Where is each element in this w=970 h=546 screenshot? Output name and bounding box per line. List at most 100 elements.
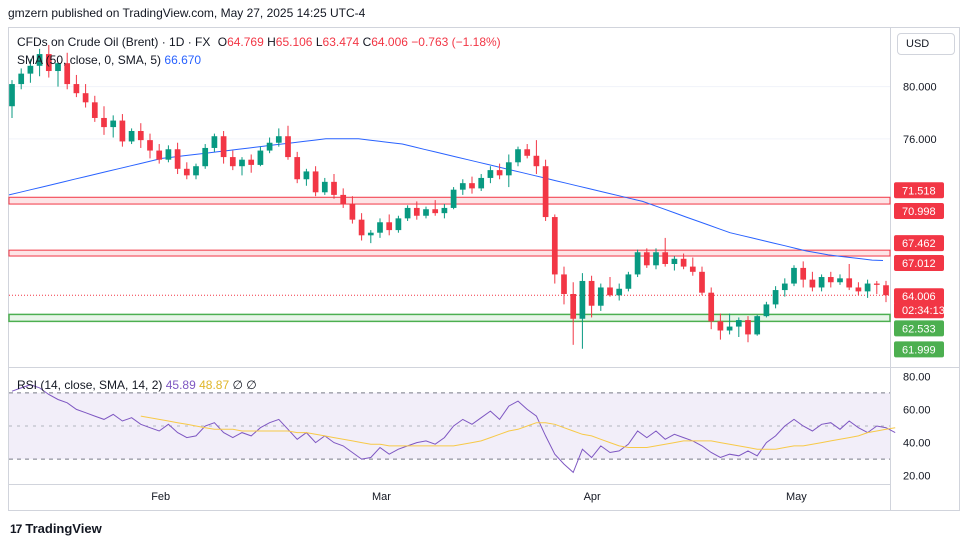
price-label-box (894, 182, 944, 199)
candle-body (781, 283, 788, 291)
candle-body (671, 258, 678, 264)
candle-body (349, 204, 356, 220)
candle-body (9, 84, 15, 107)
candle-body (837, 278, 843, 283)
candle-body (82, 93, 89, 103)
candle-body (27, 65, 34, 74)
high-value: 65.106 (275, 35, 313, 49)
rsi-tick-label: 60.00 (903, 404, 931, 416)
candle-body (45, 54, 52, 72)
tradingview-footer[interactable]: 17 TradingView (10, 521, 102, 536)
price-label-box (894, 341, 944, 358)
candle-body (616, 288, 623, 296)
price-label-box (894, 302, 944, 319)
candle-body (386, 222, 393, 231)
currency-button[interactable]: USD (897, 33, 955, 55)
rsi-tick-label: 80.00 (903, 371, 931, 383)
ohlc-legend: CFDs on Crude Oil (Brent) · 1D · FX O64.… (17, 35, 501, 49)
candle-body (708, 292, 715, 322)
price-label-box (894, 255, 944, 272)
time-tick-label: Mar (372, 491, 391, 503)
open-label: O (217, 35, 228, 49)
low-value: 63.474 (322, 35, 360, 49)
candle-body (570, 293, 577, 319)
candle-body (110, 120, 117, 128)
sma-50-line (8, 138, 884, 261)
candle-body (551, 217, 558, 275)
candle-body (321, 181, 328, 193)
candle-body (193, 166, 199, 176)
candle-body (625, 274, 632, 289)
candle-body (239, 159, 245, 167)
price-label-box (894, 203, 944, 220)
sma-legend[interactable]: SMA (50, close, 0, SMA, 5) 66.670 (17, 53, 201, 67)
candle-body (257, 150, 264, 165)
chart-frame (8, 27, 960, 511)
resistance-zone (8, 249, 891, 257)
candle-body (165, 149, 172, 160)
candle-body (73, 84, 80, 94)
candle-body (64, 63, 71, 85)
time-tick-label: May (786, 491, 807, 503)
candle-body (533, 155, 540, 167)
rsi-line (11, 384, 896, 474)
candle-body (211, 136, 218, 148)
candle-body (275, 136, 282, 143)
candle-body (607, 287, 613, 296)
candle-body (395, 218, 402, 231)
candle-body (432, 209, 439, 214)
price-label-res: 67.012 (902, 258, 936, 270)
price-label-box (894, 288, 944, 305)
price-label-box (894, 235, 944, 252)
candle-body (634, 252, 641, 275)
sma-value: 66.670 (164, 53, 202, 67)
candle-body (55, 63, 61, 72)
rsi-legend[interactable]: RSI (14, close, SMA, 14, 2) 45.89 48.87 … (17, 378, 257, 392)
open-value: 64.769 (227, 35, 264, 49)
candle-body (404, 207, 411, 219)
low-label: L (315, 35, 323, 49)
tradingview-brand: TradingView (25, 521, 102, 536)
candle-body (119, 120, 126, 142)
candle-body (478, 177, 485, 189)
candle-body (459, 183, 466, 190)
candle-body (883, 285, 889, 296)
candle-body (413, 207, 420, 216)
candle-body (754, 316, 761, 335)
candle-body (285, 136, 291, 158)
candle-body (137, 131, 144, 141)
price-label-sup: 62.533 (902, 323, 936, 335)
close-value: 64.006 (371, 35, 408, 49)
candle-body (147, 140, 153, 151)
candle-body (229, 157, 236, 167)
candle-body (873, 283, 880, 285)
candle-body (358, 219, 365, 236)
price-label-sup: 61.999 (902, 344, 936, 356)
candle-body (680, 258, 687, 267)
rsi-extra-1: ∅ (232, 378, 243, 392)
rsi-extra-2: ∅ (246, 378, 257, 392)
candle-body (699, 271, 705, 293)
candle-body (91, 102, 98, 118)
close-label: C (362, 35, 372, 49)
high-label: H (267, 35, 276, 49)
candle-body (36, 54, 43, 66)
candle-body (450, 189, 457, 208)
candle-body (643, 252, 650, 266)
candle-body (294, 157, 301, 180)
candle-body (101, 117, 107, 128)
price-label-res: 70.998 (902, 206, 936, 218)
candle-body (312, 171, 319, 193)
price-tick-label: 76.000 (903, 134, 937, 146)
candle-body (763, 304, 770, 317)
candle-body (588, 280, 595, 306)
candle-body (367, 232, 374, 236)
candle-body (800, 267, 807, 280)
candle-body (791, 267, 797, 284)
candle-body (487, 170, 494, 178)
change-value: −0.763 (−1.18%) (411, 35, 501, 49)
candle-body (689, 266, 696, 272)
time-tick-label: Apr (584, 491, 601, 503)
candle-body (515, 149, 521, 163)
